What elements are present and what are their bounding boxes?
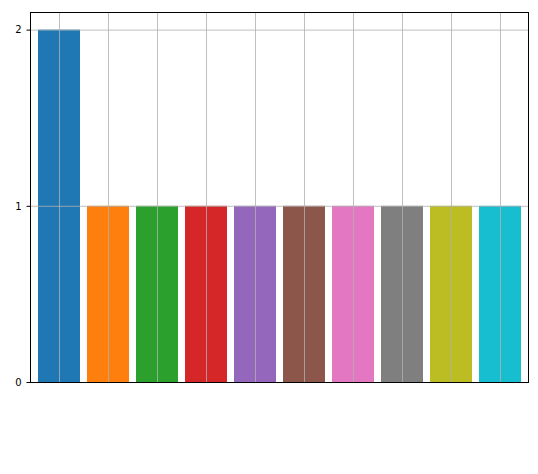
svg-text:0: 0 <box>15 377 21 388</box>
svg-text:2: 2 <box>15 24 21 35</box>
svg-text:1: 1 <box>15 201 21 212</box>
